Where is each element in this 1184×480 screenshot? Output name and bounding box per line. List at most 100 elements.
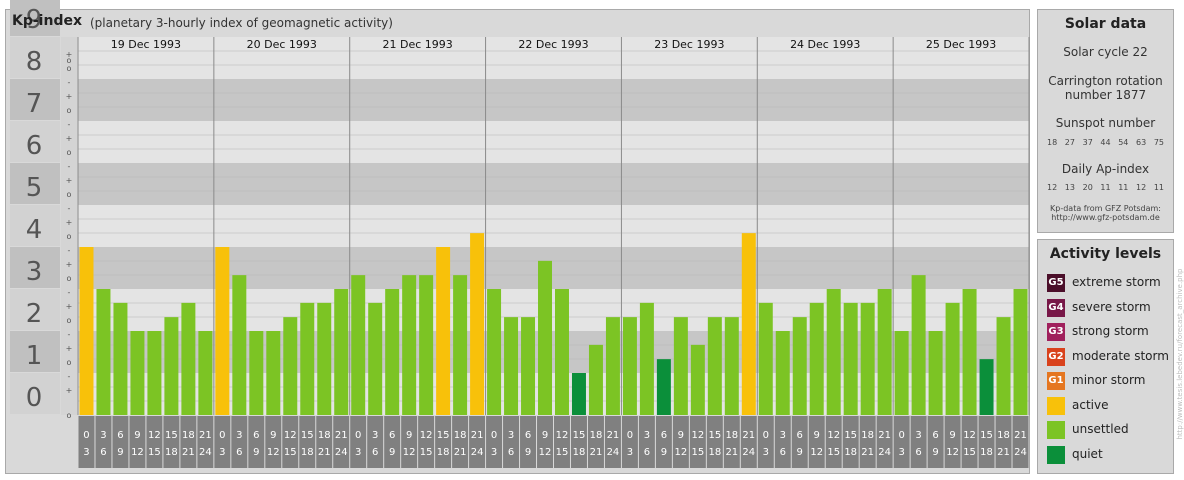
kp-bar — [130, 331, 145, 415]
interval-start-label: 3 — [236, 430, 242, 441]
kp-bar — [419, 275, 434, 415]
minor-mark: o — [67, 190, 72, 199]
minor-mark: - — [68, 246, 71, 255]
minor-mark: + — [66, 92, 73, 101]
interval-box — [808, 416, 825, 468]
interval-box — [554, 416, 570, 468]
interval-box — [95, 416, 112, 468]
kp-bar — [317, 302, 332, 415]
y-axis-label: 0 — [26, 383, 43, 413]
minor-mark: o — [67, 411, 72, 420]
day-label: 23 Dec 1993 — [654, 38, 724, 51]
y-axis-label: 5 — [26, 173, 43, 203]
legend-swatch: G2 — [1047, 347, 1065, 366]
kp-bar — [79, 247, 94, 415]
interval-start-label: 6 — [253, 430, 259, 441]
minor-mark: + — [66, 218, 73, 227]
kp-bar — [215, 247, 230, 415]
interval-end-label: 12 — [403, 447, 416, 458]
y-axis-box — [10, 163, 60, 204]
interval-start-label: 12 — [556, 430, 569, 441]
minor-mark-column — [61, 37, 77, 415]
interval-box — [333, 416, 350, 468]
y-axis-label: 4 — [26, 215, 43, 245]
solar-cycle: Solar cycle 22 — [1063, 45, 1148, 59]
interval-start-label: 12 — [284, 430, 297, 441]
interval-box — [587, 416, 604, 468]
kp-bar — [894, 331, 909, 415]
interval-box — [1012, 416, 1029, 468]
interval-box — [129, 416, 146, 468]
interval-end-label: 3 — [627, 447, 633, 458]
interval-start-label: 3 — [644, 430, 650, 441]
interval-box — [672, 416, 689, 468]
interval-start-label: 18 — [590, 430, 603, 441]
interval-box — [791, 416, 808, 468]
source-link[interactable]: http://www.gfz-potsdam.de — [1051, 213, 1160, 222]
solar-data-title: Solar data — [1064, 16, 1147, 32]
interval-box — [723, 416, 740, 468]
interval-end-label: 9 — [661, 447, 667, 458]
interval-start-label: 0 — [83, 430, 89, 441]
interval-start-label: 3 — [372, 430, 378, 441]
interval-start-label: 3 — [508, 430, 514, 441]
sunspot-values: 18 27 37 44 54 63 75 — [1046, 138, 1165, 147]
vertical-url-text: http://www.tesis.lebedev.ru/forecast_arc… — [1176, 268, 1184, 440]
kp-bar — [656, 359, 671, 415]
minor-mark: o — [67, 64, 72, 73]
interval-box — [825, 416, 842, 468]
interval-start-label: 15 — [573, 430, 586, 441]
interval-end-label: 6 — [644, 447, 650, 458]
interval-box — [978, 416, 995, 468]
kp-bar — [928, 331, 943, 415]
legend-label: quiet — [1072, 446, 1103, 461]
interval-start-label: 3 — [100, 430, 106, 441]
kp-bar — [860, 302, 875, 415]
interval-box — [316, 416, 333, 468]
kp-bar — [470, 233, 485, 415]
minor-mark: o — [67, 106, 72, 115]
y-axis-box — [10, 0, 60, 36]
vertical-source-url[interactable]: http://www.tesis.lebedev.ru/forecast_arc… — [1175, 240, 1184, 470]
legend-swatch: G4 — [1047, 298, 1065, 317]
interval-box — [452, 416, 469, 468]
interval-end-label: 21 — [997, 447, 1010, 458]
interval-start-label: 21 — [335, 430, 348, 441]
interval-box — [78, 416, 95, 468]
minor-mark: + — [66, 344, 73, 353]
minor-mark: o — [67, 148, 72, 157]
kp-bar — [249, 331, 264, 415]
kp-bar — [639, 302, 654, 415]
interval-end-label: 3 — [763, 447, 769, 458]
interval-box — [435, 416, 452, 468]
chart-subtitle: (planetary 3-hourly index of geomagnetic… — [90, 16, 393, 30]
interval-box — [876, 416, 893, 468]
interval-end-label: 15 — [420, 447, 433, 458]
day-label: 20 Dec 1993 — [247, 38, 317, 51]
y-axis-box — [10, 205, 60, 246]
interval-end-label: 15 — [148, 447, 161, 458]
kp-bar — [945, 302, 960, 415]
interval-start-label: 18 — [725, 430, 738, 441]
day-label: 19 Dec 1993 — [111, 38, 181, 51]
interval-start-label: 6 — [797, 430, 803, 441]
interval-end-label: 12 — [810, 447, 823, 458]
interval-end-label: 3 — [491, 447, 497, 458]
interval-end-label: 18 — [437, 447, 450, 458]
minor-mark: - — [68, 78, 71, 87]
kp-band-7 — [78, 79, 1029, 121]
kp-bar — [758, 302, 773, 415]
y-axis-box — [10, 247, 60, 288]
interval-start-label: 0 — [355, 430, 361, 441]
legend-label: minor storm — [1072, 373, 1146, 387]
interval-start-label: 6 — [661, 430, 667, 441]
kp-bar — [588, 344, 603, 415]
interval-end-label: 6 — [508, 447, 514, 458]
interval-end-label: 24 — [878, 447, 891, 458]
interval-box — [486, 416, 503, 468]
interval-box — [350, 416, 367, 468]
kp-bar — [673, 317, 688, 415]
kp-bar — [521, 317, 536, 415]
interval-box — [961, 416, 978, 468]
